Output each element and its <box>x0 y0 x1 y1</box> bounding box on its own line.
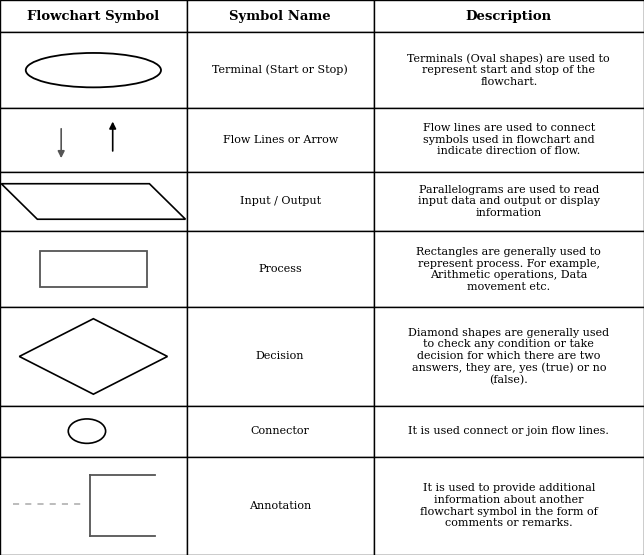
FancyBboxPatch shape <box>0 108 187 171</box>
Polygon shape <box>1 184 185 219</box>
FancyBboxPatch shape <box>187 457 374 555</box>
Text: Symbol Name: Symbol Name <box>229 9 331 23</box>
FancyBboxPatch shape <box>0 307 187 406</box>
FancyBboxPatch shape <box>40 251 146 287</box>
Text: It is used to provide additional
information about another
flowchart symbol in t: It is used to provide additional informa… <box>420 483 598 528</box>
Text: Annotation: Annotation <box>249 501 311 511</box>
FancyBboxPatch shape <box>0 171 187 231</box>
Text: Terminal (Start or Stop): Terminal (Start or Stop) <box>213 65 348 75</box>
FancyBboxPatch shape <box>187 108 374 171</box>
FancyBboxPatch shape <box>0 231 187 307</box>
Text: Parallelograms are used to read
input data and output or display
information: Parallelograms are used to read input da… <box>418 185 600 218</box>
Polygon shape <box>19 319 167 394</box>
FancyBboxPatch shape <box>187 171 374 231</box>
FancyBboxPatch shape <box>187 0 374 32</box>
FancyBboxPatch shape <box>374 171 644 231</box>
FancyBboxPatch shape <box>187 307 374 406</box>
FancyBboxPatch shape <box>187 231 374 307</box>
FancyBboxPatch shape <box>374 406 644 457</box>
Text: Process: Process <box>258 264 302 274</box>
FancyBboxPatch shape <box>374 108 644 171</box>
Text: Description: Description <box>466 9 552 23</box>
Text: Terminals (Oval shapes) are used to
represent start and stop of the
flowchart.: Terminals (Oval shapes) are used to repr… <box>408 53 610 87</box>
Ellipse shape <box>26 53 161 87</box>
FancyBboxPatch shape <box>187 32 374 108</box>
FancyBboxPatch shape <box>187 406 374 457</box>
FancyBboxPatch shape <box>0 0 187 32</box>
Text: Flow lines are used to connect
symbols used in flowchart and
indicate direction : Flow lines are used to connect symbols u… <box>422 123 595 157</box>
FancyBboxPatch shape <box>0 406 187 457</box>
Text: Input / Output: Input / Output <box>240 196 321 206</box>
Text: Diamond shapes are generally used
to check any condition or take
decision for wh: Diamond shapes are generally used to che… <box>408 328 609 385</box>
Text: Connector: Connector <box>251 426 310 436</box>
Text: Decision: Decision <box>256 351 305 361</box>
Text: Flowchart Symbol: Flowchart Symbol <box>27 9 160 23</box>
FancyBboxPatch shape <box>374 457 644 555</box>
Text: Rectangles are generally used to
represent process. For example,
Arithmetic oper: Rectangles are generally used to represe… <box>417 247 601 292</box>
FancyBboxPatch shape <box>374 32 644 108</box>
FancyBboxPatch shape <box>0 457 187 555</box>
Ellipse shape <box>68 419 106 443</box>
Text: It is used connect or join flow lines.: It is used connect or join flow lines. <box>408 426 609 436</box>
FancyBboxPatch shape <box>0 32 187 108</box>
FancyBboxPatch shape <box>374 0 644 32</box>
FancyBboxPatch shape <box>374 307 644 406</box>
Text: Flow Lines or Arrow: Flow Lines or Arrow <box>223 135 337 145</box>
FancyBboxPatch shape <box>374 231 644 307</box>
